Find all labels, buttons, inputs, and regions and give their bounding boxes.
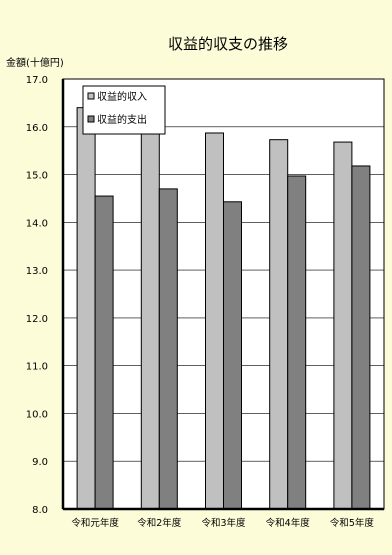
legend-swatch — [87, 92, 95, 100]
y-tick-label: 12.0 — [26, 314, 48, 325]
bar-revenue — [76, 107, 96, 510]
bar-expense — [287, 175, 307, 510]
y-tick-label: 17.0 — [26, 75, 48, 86]
bar-revenue — [269, 139, 289, 510]
bar-expense — [158, 188, 178, 510]
x-tick-label: 令和4年度 — [266, 517, 311, 529]
x-tick-label: 令和元年度 — [71, 517, 119, 529]
legend-box — [82, 85, 166, 135]
x-tick-label: 令和3年度 — [201, 517, 246, 529]
y-tick-label: 9.0 — [32, 457, 48, 468]
bar-expense — [94, 195, 114, 510]
legend-label: 収益的支出 — [97, 113, 147, 126]
y-axis-label: 金額(十億円) — [6, 56, 64, 69]
chart-title: 収益的収支の推移 — [168, 35, 288, 53]
legend-label: 収益的収入 — [97, 90, 147, 103]
x-tick-label: 令和2年度 — [137, 517, 182, 529]
bar-revenue — [333, 141, 353, 510]
y-tick-label: 16.0 — [26, 123, 48, 134]
bar-expense — [351, 165, 371, 510]
plot-area: 8.0 9.0 10.0 11.0 12.0 13.0 14.0 15.0 16.0 17.0 令和… — [26, 75, 385, 529]
bar-revenue — [140, 126, 160, 510]
y-tick-label: 14.0 — [26, 218, 48, 229]
y-tick-label: 10.0 — [26, 409, 48, 420]
bar-revenue — [205, 132, 224, 510]
bar-expense — [223, 201, 242, 510]
legend-swatch — [87, 115, 95, 123]
y-tick-label: 8.0 — [32, 505, 48, 516]
y-tick-label: 15.0 — [26, 171, 48, 182]
y-tick-label: 11.0 — [26, 362, 48, 373]
y-tick-label: 13.0 — [26, 266, 48, 277]
x-tick-label: 令和5年度 — [330, 517, 375, 529]
